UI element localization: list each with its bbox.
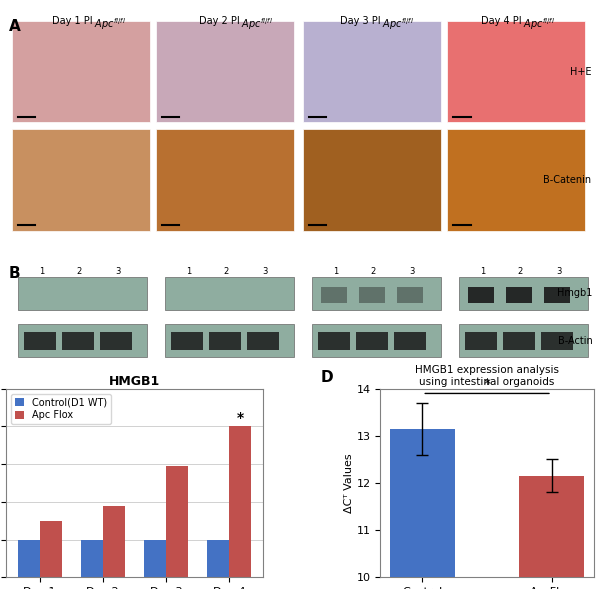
FancyBboxPatch shape xyxy=(100,332,133,350)
Text: Day 4 PI: Day 4 PI xyxy=(481,16,525,27)
FancyBboxPatch shape xyxy=(320,287,347,303)
FancyBboxPatch shape xyxy=(506,287,532,303)
FancyBboxPatch shape xyxy=(18,324,147,358)
Legend: Control(D1 WT), Apc Flox: Control(D1 WT), Apc Flox xyxy=(11,393,111,424)
FancyBboxPatch shape xyxy=(247,332,280,350)
FancyBboxPatch shape xyxy=(156,21,294,123)
Text: 1: 1 xyxy=(479,267,485,276)
Text: 3: 3 xyxy=(556,267,562,276)
FancyBboxPatch shape xyxy=(23,332,56,350)
Text: A: A xyxy=(9,19,20,34)
FancyBboxPatch shape xyxy=(503,332,535,350)
Text: D: D xyxy=(320,370,333,385)
FancyBboxPatch shape xyxy=(317,332,350,350)
Text: $Apc^{fl/fl}$: $Apc^{fl/fl}$ xyxy=(94,16,126,32)
FancyBboxPatch shape xyxy=(12,129,150,231)
Text: H+E: H+E xyxy=(569,67,591,77)
FancyBboxPatch shape xyxy=(18,277,147,310)
FancyBboxPatch shape xyxy=(359,287,385,303)
Y-axis label: ΔCᵀ Values: ΔCᵀ Values xyxy=(344,453,353,513)
Text: 1: 1 xyxy=(185,267,191,276)
Title: HMGB1 expression analysis
using intestinal organoids: HMGB1 expression analysis using intestin… xyxy=(415,365,559,386)
FancyBboxPatch shape xyxy=(303,21,441,123)
Bar xyxy=(520,476,584,589)
Text: Day 3 PI: Day 3 PI xyxy=(340,16,383,27)
Bar xyxy=(144,540,166,577)
FancyBboxPatch shape xyxy=(165,277,294,310)
FancyBboxPatch shape xyxy=(312,324,441,358)
FancyBboxPatch shape xyxy=(12,21,150,123)
Text: $Apc^{fl/fl}$: $Apc^{fl/fl}$ xyxy=(382,16,414,32)
Bar xyxy=(166,466,188,577)
FancyBboxPatch shape xyxy=(541,332,574,350)
FancyBboxPatch shape xyxy=(447,21,585,123)
Bar xyxy=(229,426,251,577)
Text: 3: 3 xyxy=(409,267,415,276)
FancyBboxPatch shape xyxy=(356,332,388,350)
FancyBboxPatch shape xyxy=(544,287,571,303)
Text: 1: 1 xyxy=(38,267,44,276)
Bar xyxy=(207,540,229,577)
Bar xyxy=(81,540,103,577)
Text: *: * xyxy=(236,411,244,425)
FancyBboxPatch shape xyxy=(397,287,424,303)
Text: B-Actin: B-Actin xyxy=(558,336,593,346)
Text: 2: 2 xyxy=(371,267,376,276)
Text: 3: 3 xyxy=(115,267,121,276)
FancyBboxPatch shape xyxy=(303,129,441,231)
FancyBboxPatch shape xyxy=(459,324,588,358)
FancyBboxPatch shape xyxy=(394,332,427,350)
Bar xyxy=(40,521,62,577)
FancyBboxPatch shape xyxy=(467,287,494,303)
FancyBboxPatch shape xyxy=(447,129,585,231)
Bar xyxy=(17,540,40,577)
FancyBboxPatch shape xyxy=(459,277,588,310)
FancyBboxPatch shape xyxy=(156,129,294,231)
Text: 1: 1 xyxy=(332,267,338,276)
Title: HMGB1: HMGB1 xyxy=(109,375,160,388)
FancyBboxPatch shape xyxy=(312,277,441,310)
Text: Day 2 PI: Day 2 PI xyxy=(199,16,242,27)
Text: Day 1 PI: Day 1 PI xyxy=(52,16,95,27)
Bar xyxy=(390,429,455,589)
Text: 2: 2 xyxy=(518,267,523,276)
Text: 2: 2 xyxy=(224,267,229,276)
FancyBboxPatch shape xyxy=(62,332,94,350)
FancyBboxPatch shape xyxy=(170,332,203,350)
FancyBboxPatch shape xyxy=(464,332,497,350)
Text: $Apc^{fl/fl}$: $Apc^{fl/fl}$ xyxy=(523,16,556,32)
Text: $Apc^{fl/fl}$: $Apc^{fl/fl}$ xyxy=(241,16,273,32)
Text: Hmgb1: Hmgb1 xyxy=(557,289,593,299)
Text: 2: 2 xyxy=(77,267,82,276)
FancyBboxPatch shape xyxy=(165,324,294,358)
FancyBboxPatch shape xyxy=(209,332,241,350)
Text: 3: 3 xyxy=(262,267,268,276)
Bar xyxy=(103,505,125,577)
Text: *: * xyxy=(484,377,491,391)
Text: B-Catenin: B-Catenin xyxy=(543,175,591,185)
Text: B: B xyxy=(9,266,20,281)
